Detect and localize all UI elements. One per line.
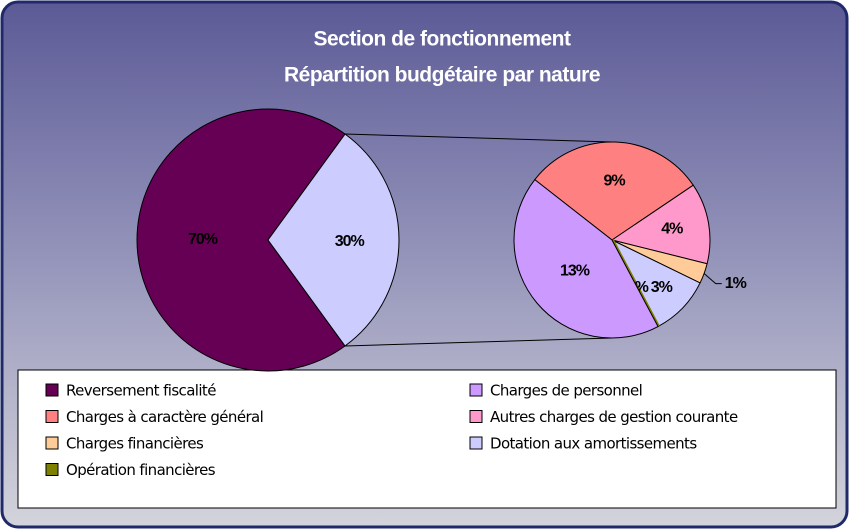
legend-label: Dotation aux amortissements	[490, 435, 697, 453]
pie-slice	[267, 133, 400, 347]
data-label: 13%	[560, 263, 590, 280]
legend-swatch	[45, 383, 59, 397]
pie-slice	[136, 108, 346, 372]
connector-line	[344, 337, 613, 347]
legend-swatch	[469, 410, 483, 423]
legend-label: Opération financières	[66, 461, 216, 479]
data-label: 1%	[725, 275, 747, 292]
plot: 70%30%9%4%1%3%0%13%Reversement fiscalité…	[45, 108, 748, 479]
legend-label: Charges à caractère général	[66, 408, 263, 426]
legend-box	[17, 369, 837, 509]
pie-slice	[534, 141, 694, 241]
pie-slice	[513, 178, 659, 339]
legend-swatch	[469, 436, 483, 450]
data-label: 3%	[651, 279, 673, 296]
data-label: 30%	[335, 233, 365, 250]
data-label: 70%	[188, 231, 218, 248]
pie-slice	[610, 184, 711, 265]
chart-subtitle: Répartition budgétaire par nature	[284, 64, 600, 87]
data-label: 4%	[661, 221, 683, 238]
data-label: 9%	[603, 172, 625, 189]
connector-line	[344, 133, 613, 143]
legend-swatch	[45, 463, 59, 476]
legend-label: Charges financières	[66, 435, 204, 453]
legend-label: Reversement fiscalité	[66, 382, 216, 400]
chart-title: Section de fonctionnement	[313, 28, 571, 51]
legend-label: Charges de personnel	[490, 382, 642, 400]
legend-swatch	[45, 436, 59, 450]
legend-swatch	[45, 410, 59, 423]
leader-line	[703, 273, 722, 285]
legend-swatch	[469, 383, 483, 397]
legend-label: Autres charges de gestion courante	[490, 408, 738, 426]
